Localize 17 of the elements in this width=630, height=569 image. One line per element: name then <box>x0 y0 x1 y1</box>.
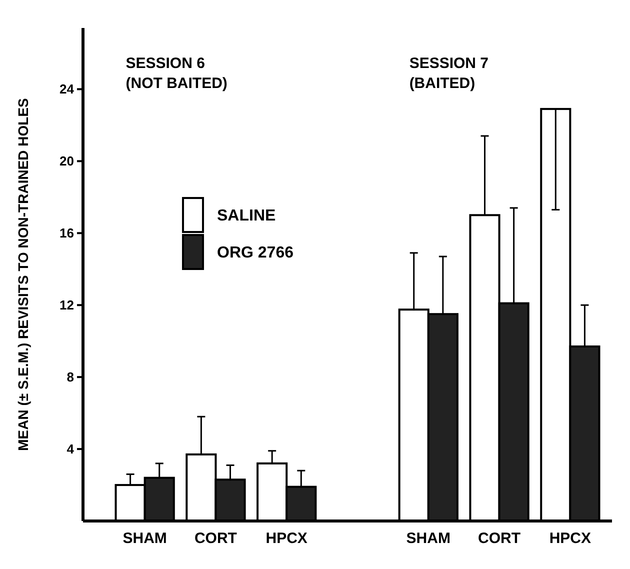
x-tick-label: SHAM <box>122 530 167 547</box>
y-tick-label: 16 <box>60 226 74 241</box>
annotation: SESSION 7 (BAITED) <box>409 55 489 92</box>
legend-label: SALINE <box>217 208 276 225</box>
y-tick-label: 24 <box>60 82 75 97</box>
y-tick-label: 12 <box>60 298 74 313</box>
y-axis-title: MEAN (± S.E.M.) REVISITS TO NON-TRAINED HOLES <box>15 98 31 451</box>
x-tick-label: CORT <box>478 530 521 547</box>
x-tick-label: CORT <box>194 530 237 547</box>
y-tick-label: 20 <box>60 154 74 169</box>
x-tick-label: HPCX <box>549 530 592 547</box>
y-tick-label: 8 <box>66 370 74 385</box>
y-tick-label: 4 <box>66 442 75 457</box>
annotation: SESSION 6 (NOT BAITED) <box>126 55 228 92</box>
legend-label: ORG 2766 <box>217 244 294 262</box>
x-tick-label: HPCX <box>266 530 308 547</box>
x-tick-label: SHAM <box>406 530 450 547</box>
